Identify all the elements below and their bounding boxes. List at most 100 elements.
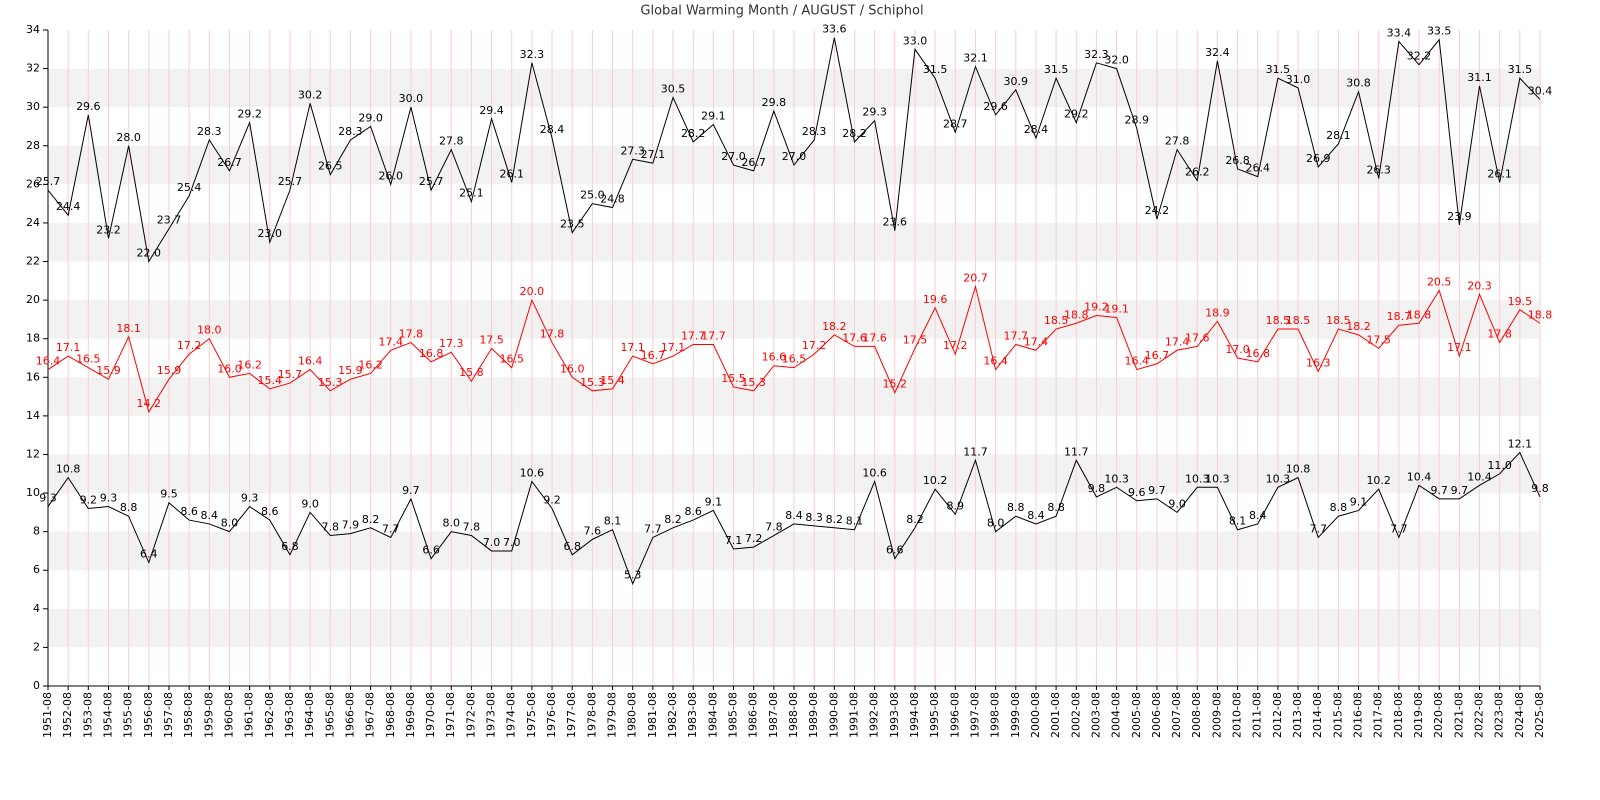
data-label: 16.0: [217, 362, 242, 375]
x-tick-label: 2017-08: [1372, 692, 1385, 738]
data-label: 7.7: [644, 522, 662, 535]
data-label: 23.9: [1447, 210, 1472, 223]
data-label: 28.1: [1326, 129, 1351, 142]
data-label: 8.1: [1229, 515, 1247, 528]
data-label: 18.1: [116, 322, 141, 335]
data-label: 27.8: [439, 135, 464, 148]
data-label: 29.1: [701, 110, 726, 123]
data-label: 33.0: [903, 34, 928, 47]
data-label: 16.8: [1245, 347, 1270, 360]
data-label: 29.8: [762, 96, 787, 109]
data-label: 9.6: [1128, 486, 1146, 499]
data-label: 16.5: [782, 353, 807, 366]
x-tick-label: 1977-08: [565, 692, 578, 738]
x-tick-label: 2021-08: [1452, 692, 1465, 738]
x-tick-label: 1986-08: [747, 692, 760, 738]
data-label: 17.7: [701, 329, 726, 342]
data-label: 9.7: [1148, 484, 1166, 497]
data-label: 16.2: [237, 358, 262, 371]
x-tick-label: 1954-08: [101, 692, 114, 738]
series-line: [47, 284, 1541, 414]
data-label: 18.8: [1528, 308, 1553, 321]
data-label: 31.5: [923, 63, 948, 76]
data-label: 6.8: [281, 540, 299, 553]
data-label: 28.3: [802, 125, 827, 138]
data-label: 26.1: [1487, 167, 1512, 180]
x-tick-label: 1984-08: [706, 692, 719, 738]
data-label: 18.5: [1044, 314, 1069, 327]
data-label: 9.1: [1350, 495, 1368, 508]
data-label: 16.4: [983, 355, 1008, 368]
data-label: 15.9: [338, 364, 363, 377]
data-label: 25.7: [278, 175, 303, 188]
y-tick-label: 22: [26, 255, 40, 268]
data-label: 29.3: [862, 106, 887, 119]
data-label: 8.8: [1330, 501, 1348, 514]
data-label: 16.7: [641, 349, 666, 362]
data-label: 9.3: [39, 492, 57, 505]
x-tick-label: 1963-08: [283, 692, 296, 738]
data-label: 7.0: [503, 536, 521, 549]
x-tick-label: 1966-08: [343, 692, 356, 738]
data-label: 9.3: [241, 492, 259, 505]
data-label: 29.4: [479, 104, 504, 117]
data-label: 33.4: [1387, 27, 1412, 40]
data-label: 10.4: [1407, 470, 1432, 483]
data-label: 8.6: [261, 505, 279, 518]
data-label: 9.7: [402, 484, 420, 497]
x-tick-label: 1957-08: [162, 692, 175, 738]
data-label: 12.1: [1508, 438, 1533, 451]
y-tick-label: 12: [26, 447, 40, 460]
series-line: [47, 451, 1541, 586]
data-label: 17.1: [56, 341, 81, 354]
data-label: 26.0: [379, 169, 404, 182]
data-label: 7.9: [342, 519, 360, 532]
data-label: 9.3: [100, 492, 118, 505]
data-label: 8.2: [362, 513, 380, 526]
data-label: 32.3: [1084, 48, 1109, 61]
x-tick-label: 1996-08: [948, 692, 961, 738]
data-label: 31.5: [1044, 63, 1069, 76]
y-tick-label: 0: [33, 679, 40, 692]
y-tick-label: 2: [33, 640, 40, 653]
x-tick-label: 1953-08: [81, 692, 94, 738]
x-tick-label: 2013-08: [1291, 692, 1304, 738]
x-tick-label: 1980-08: [626, 692, 639, 738]
y-tick-label: 14: [26, 409, 40, 422]
data-label: 27.3: [620, 144, 645, 157]
data-label: 15.3: [580, 376, 605, 389]
x-tick-label: 1965-08: [323, 692, 336, 738]
data-label: 10.2: [1366, 474, 1391, 487]
data-label: 8.9: [947, 499, 965, 512]
x-tick-label: 1997-08: [968, 692, 981, 738]
data-label: 17.8: [1487, 328, 1512, 341]
x-tick-label: 1981-08: [646, 692, 659, 738]
x-tick-label: 1982-08: [666, 692, 679, 738]
data-label: 10.3: [1266, 472, 1291, 485]
data-label: 27.0: [721, 150, 746, 163]
x-tick-label: 1991-08: [847, 692, 860, 738]
data-label: 20.3: [1467, 279, 1492, 292]
data-label: 10.3: [1185, 472, 1210, 485]
data-label: 18.5: [1326, 314, 1351, 327]
data-label: 15.4: [258, 374, 283, 387]
data-label: 31.5: [1508, 63, 1533, 76]
data-label: 26.1: [499, 167, 524, 180]
data-label: 23.0: [258, 227, 283, 240]
data-label: 22.0: [137, 247, 162, 260]
x-tick-label: 1961-08: [243, 692, 256, 738]
data-label: 15.3: [741, 376, 766, 389]
data-label: 32.3: [520, 48, 545, 61]
data-label: 26.5: [318, 160, 343, 173]
data-label: 24.4: [56, 200, 81, 213]
x-tick-label: 2009-08: [1210, 692, 1223, 738]
data-label: 26.2: [1185, 165, 1210, 178]
x-tick-label: 1974-08: [505, 692, 518, 738]
data-label: 23.5: [560, 218, 585, 231]
data-label: 20.7: [963, 272, 988, 285]
data-label: 10.3: [1205, 472, 1230, 485]
data-label: 17.4: [1165, 335, 1190, 348]
data-label: 7.1: [725, 534, 743, 547]
data-label: 15.2: [883, 378, 908, 391]
data-label: 20.5: [1427, 275, 1452, 288]
